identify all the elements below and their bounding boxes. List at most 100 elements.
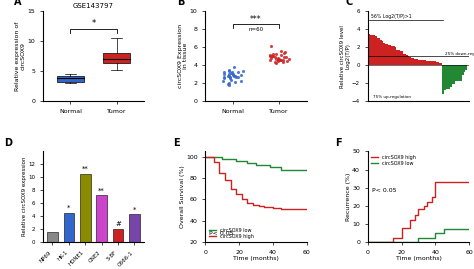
- Point: [226, 81, 233, 86]
- circSOX9 low: [211, 155, 217, 158]
- Bar: [388, 45, 390, 65]
- Point: [230, 74, 238, 78]
- Point: [237, 73, 245, 77]
- Bar: [47, 232, 58, 242]
- Y-axis label: Relative expression of
circSOX9: Relative expression of circSOX9: [15, 22, 26, 91]
- Bar: [416, 59, 418, 65]
- Point: [272, 55, 279, 59]
- Point: [273, 52, 280, 56]
- Point: [225, 69, 233, 73]
- circSOX9 low: [304, 168, 310, 171]
- Text: *: *: [91, 19, 96, 28]
- Point: [276, 58, 284, 62]
- Bar: [396, 49, 398, 65]
- circSOX9 low: [466, 228, 472, 231]
- Bar: [439, 63, 441, 65]
- circSOX9 high: [262, 205, 267, 208]
- Point: [230, 65, 238, 69]
- Point: [229, 72, 237, 77]
- Point: [225, 72, 233, 76]
- Point: [277, 49, 284, 54]
- Bar: [428, 61, 429, 65]
- Point: [266, 53, 273, 57]
- Bar: [447, 65, 449, 89]
- Point: [225, 74, 233, 78]
- Point: [277, 52, 284, 57]
- circSOX9 high: [256, 204, 262, 207]
- circSOX9 high: [466, 180, 472, 184]
- circSOX9 high: [407, 219, 413, 222]
- Bar: [411, 58, 413, 65]
- Bar: [395, 48, 396, 65]
- circSOX9 low: [279, 168, 284, 171]
- Bar: [452, 65, 454, 84]
- circSOX9 low: [267, 166, 273, 169]
- Bar: [429, 61, 431, 65]
- Point: [276, 58, 283, 62]
- Bar: [421, 60, 423, 65]
- circSOX9 high: [223, 179, 228, 182]
- circSOX9 low: [424, 237, 430, 240]
- Point: [220, 69, 228, 74]
- Bar: [426, 61, 428, 65]
- Point: [266, 58, 273, 62]
- Point: [283, 58, 291, 63]
- Bar: [406, 55, 408, 65]
- Bar: [400, 51, 401, 65]
- circSOX9 high: [429, 195, 435, 198]
- circSOX9 high: [287, 207, 292, 211]
- Bar: [383, 43, 385, 65]
- circSOX9 high: [245, 201, 250, 204]
- Point: [226, 76, 233, 80]
- Bar: [385, 44, 386, 65]
- Bar: [457, 65, 459, 81]
- Point: [281, 55, 288, 59]
- Bar: [372, 35, 374, 65]
- Point: [219, 79, 227, 84]
- circSOX9 high: [399, 226, 404, 229]
- X-axis label: Time (months): Time (months): [395, 256, 441, 261]
- circSOX9 low: [202, 155, 208, 158]
- Bar: [378, 38, 380, 65]
- Bar: [460, 65, 462, 81]
- Text: ***: ***: [250, 15, 262, 24]
- Y-axis label: circSOX9 Expression
in tissue: circSOX9 Expression in tissue: [178, 24, 188, 88]
- Point: [280, 51, 288, 55]
- Bar: [442, 65, 444, 94]
- Point: [220, 76, 228, 80]
- Y-axis label: Recurrence (%): Recurrence (%): [346, 172, 351, 221]
- Bar: [449, 65, 450, 89]
- Bar: [422, 60, 424, 65]
- Text: #: #: [115, 221, 121, 227]
- Point: [225, 83, 233, 87]
- Point: [239, 69, 246, 73]
- circSOX9 high: [441, 180, 447, 184]
- Bar: [450, 65, 452, 87]
- Text: *: *: [133, 206, 136, 212]
- Bar: [380, 40, 382, 65]
- Point: [271, 60, 279, 64]
- circSOX9 high: [239, 198, 245, 201]
- circSOX9 high: [433, 180, 438, 184]
- Bar: [444, 65, 446, 90]
- circSOX9 high: [228, 187, 233, 190]
- circSOX9 high: [233, 192, 238, 196]
- circSOX9 high: [279, 207, 284, 211]
- Point: [274, 59, 282, 63]
- Text: **: **: [98, 187, 105, 193]
- circSOX9 high: [295, 207, 301, 211]
- Y-axis label: Overall Survival (%): Overall Survival (%): [180, 165, 184, 228]
- Point: [229, 73, 237, 77]
- Bar: [377, 38, 378, 65]
- Text: A: A: [14, 0, 22, 7]
- Legend: circSOX9 low, circSOX9 high: circSOX9 low, circSOX9 high: [208, 227, 255, 240]
- Bar: [398, 50, 400, 65]
- Bar: [96, 196, 107, 242]
- Bar: [462, 65, 464, 75]
- Point: [228, 78, 235, 82]
- Point: [224, 82, 231, 86]
- Point: [280, 59, 287, 64]
- Bar: [103, 53, 130, 63]
- Bar: [438, 62, 439, 65]
- Point: [231, 74, 239, 78]
